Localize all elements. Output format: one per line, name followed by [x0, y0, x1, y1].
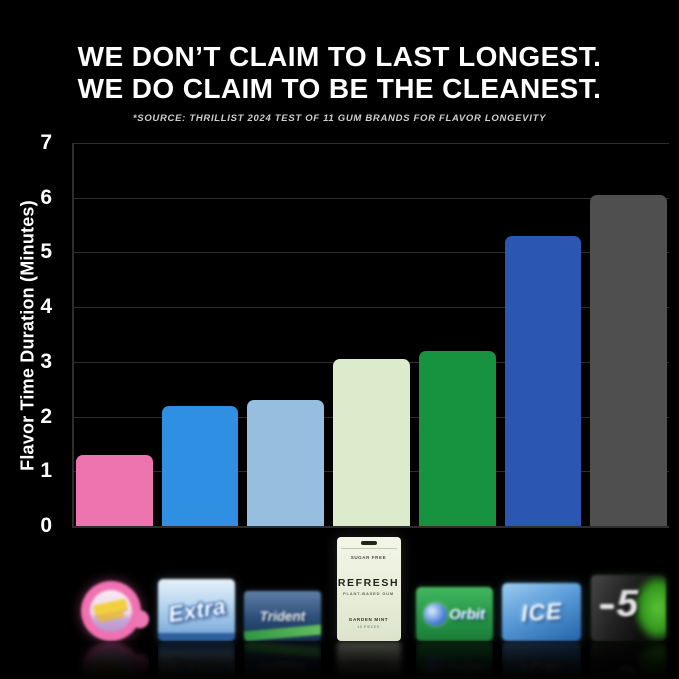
bar-series	[74, 143, 669, 526]
orbit-product-image: Orbit	[416, 587, 493, 641]
bar-extra	[161, 405, 239, 526]
orbit-logo: Orbit	[449, 605, 485, 623]
bar-trident	[247, 400, 325, 526]
bar-refresh	[333, 359, 410, 526]
extra-product-image: Extra	[158, 579, 235, 641]
y-tick-3: 3	[40, 349, 52, 373]
refresh-flavor: GARDEN MINT	[348, 617, 389, 622]
trident-logo: Trident	[259, 659, 306, 675]
five-gum-dash	[600, 604, 614, 609]
bubble-tape-tab	[133, 609, 151, 631]
bubble-tape-product-image	[80, 581, 151, 641]
bar-bubble-tape	[76, 454, 153, 526]
ice-logo: ICE	[519, 597, 563, 626]
refresh-reflection: SUGAR FREE REFRESH PLANT-BASED GUM GARDE…	[330, 641, 407, 679]
extra-reflection: Extra	[158, 641, 235, 679]
bubble-tape-banner	[92, 666, 128, 679]
bar-5	[590, 194, 668, 526]
bubble-tape-banner-2	[97, 660, 124, 673]
bubble-tape-reflection	[72, 641, 149, 679]
trident-product-image: Trident	[244, 591, 321, 641]
five-gum-reflection: 5	[590, 641, 667, 679]
bubble-tape-label	[89, 590, 132, 632]
refresh-subtitle: PLANT-BASED GUM	[343, 591, 394, 596]
hang-hole	[360, 541, 377, 545]
bubble-tape-label	[89, 651, 132, 679]
extra-product-image: Extra	[158, 642, 235, 679]
refresh-flavor: GARDEN MINT	[348, 661, 389, 666]
product-cell-bubble-tape	[72, 531, 151, 679]
bar-orbit	[418, 350, 496, 526]
bubble-tape-product-image	[80, 642, 149, 679]
y-tick-7: 7	[40, 131, 52, 154]
source-note: *SOURCE: THRILLIST 2024 TEST OF 11 GUM B…	[132, 113, 547, 125]
gridline-6	[74, 197, 669, 199]
refresh-pouch-image: SUGAR FREE REFRESH PLANT-BASED GUM GARDE…	[336, 537, 401, 641]
product-cell-trident: Trident Trident	[244, 531, 321, 679]
refresh-count: 10 PIECES	[357, 654, 380, 658]
five-gum-product-image: 5	[591, 575, 666, 641]
refresh-count: 10 PIECES	[357, 625, 380, 629]
title-line-1: WE DON’T CLAIM TO LAST LONGEST.	[77, 41, 602, 72]
ice-reflection: ICE	[502, 641, 581, 679]
orbit-globe-icon	[424, 657, 448, 679]
gridline-4	[74, 307, 669, 309]
gridline-5	[74, 252, 669, 254]
y-tick-0: 0	[40, 514, 52, 537]
extra-logo: Extra	[165, 656, 227, 679]
ice-logo: ICE	[519, 657, 563, 679]
refresh-pouch-image: SUGAR FREE REFRESH PLANT-BASED GUM GARDE…	[336, 642, 401, 679]
product-cell-refresh: SUGAR FREE REFRESH PLANT-BASED GUM GARDE…	[330, 531, 407, 679]
ice-product-image: ICE	[502, 642, 581, 679]
trident-product-image: Trident	[244, 642, 321, 679]
ice-product-image: ICE	[502, 583, 581, 641]
trident-logo: Trident	[259, 608, 306, 624]
orbit-logo: Orbit	[449, 660, 485, 678]
y-axis-ticks: 0 1 2 3 4 5 6 7	[0, 131, 60, 537]
y-tick-1: 1	[40, 459, 52, 483]
orbit-product-image: Orbit	[416, 642, 493, 679]
y-tick-4: 4	[40, 295, 52, 319]
orbit-globe-icon	[424, 602, 448, 626]
refresh-sugar-free-text: SUGAR FREE	[350, 555, 387, 560]
product-cell-orbit: Orbit Orbit	[416, 531, 493, 679]
orbit-reflection: Orbit	[416, 641, 493, 679]
product-cell-five: 5 5	[590, 531, 667, 679]
plot-area	[72, 143, 669, 528]
bubble-tape-tab	[133, 652, 149, 674]
product-cell-extra: Extra Extra	[158, 531, 235, 679]
product-row: Extra Extra Trident Trident SUG	[72, 531, 667, 679]
gridline-7	[74, 143, 669, 144]
extra-logo: Extra	[165, 592, 227, 627]
five-gum-logo: 5	[617, 583, 639, 625]
y-tick-5: 5	[40, 240, 52, 264]
bar-ice	[504, 236, 582, 526]
y-tick-2: 2	[40, 404, 52, 428]
product-cell-ice: ICE ICE	[502, 531, 581, 679]
y-tick-6: 6	[40, 185, 52, 209]
header: WE DON’T CLAIM TO LAST LONGEST. WE DO CL…	[0, 41, 679, 124]
refresh-brand-name: REFRESH	[337, 577, 400, 589]
five-gum-product-image: 5	[591, 642, 666, 679]
title-line-2: WE DO CLAIM TO BE THE CLEANEST.	[77, 73, 602, 105]
trident-reflection: Trident	[244, 641, 321, 679]
five-gum-logo: 5	[617, 658, 639, 679]
five-gum-dash	[600, 674, 614, 679]
